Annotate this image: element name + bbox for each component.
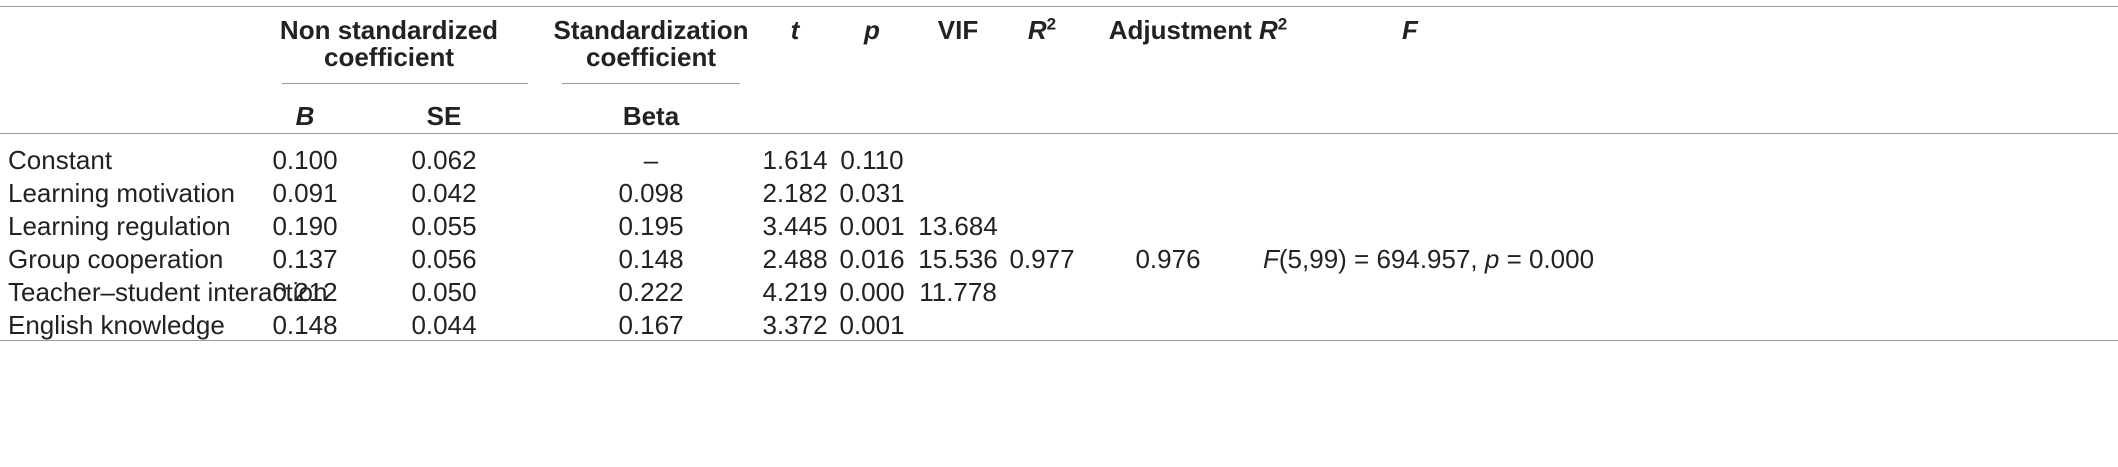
header-t: t	[790, 15, 800, 45]
cell-t: 2.488	[762, 244, 828, 274]
cell-t: 4.219	[762, 277, 828, 307]
cell-beta: 0.098	[618, 178, 684, 208]
cell-se: 0.042	[411, 178, 477, 208]
cell-adjusted-r2: 0.976	[1135, 244, 1201, 274]
f-rest: (5,99) = 694.957,	[1278, 244, 1485, 274]
cell-b: 0.100	[272, 145, 338, 175]
cell-vif: 11.778	[919, 277, 997, 307]
cell-se: 0.050	[411, 277, 477, 307]
cell-b: 0.091	[272, 178, 338, 208]
f-letter: F	[1263, 244, 1279, 274]
row-label: Learning regulation	[8, 211, 231, 241]
cell-p: 0.001	[839, 310, 905, 340]
cell-b: 0.212	[272, 277, 338, 307]
cell-p: 0.110	[840, 145, 904, 175]
cell-se: 0.044	[411, 310, 477, 340]
cell-p: 0.001	[839, 211, 905, 241]
p-rest: = 0.000	[1499, 244, 1595, 274]
cell-beta: –	[643, 145, 659, 175]
header-beta: Beta	[622, 101, 680, 131]
cell-beta: 0.148	[618, 244, 684, 274]
header-group-nonstandardized-line2: coefficient	[323, 42, 455, 72]
cell-b: 0.148	[272, 310, 338, 340]
header-adjustment-r-base: R	[1258, 15, 1278, 45]
header-group-nonstandardized-line1: Non standardized	[279, 15, 499, 45]
cell-t: 1.614	[762, 145, 828, 175]
cell-beta: 0.222	[618, 277, 684, 307]
cell-vif: 15.536	[918, 244, 998, 274]
group1-underline	[282, 83, 528, 84]
cell-p: 0.000	[839, 277, 905, 307]
row-label: Constant	[8, 145, 113, 175]
cell-p: 0.016	[839, 244, 905, 274]
header-r2-base: R	[1027, 15, 1047, 45]
row-label: English knowledge	[8, 310, 225, 340]
header-bottom-rule	[0, 133, 2118, 134]
p-letter: p	[1484, 244, 1500, 274]
cell-beta: 0.195	[618, 211, 684, 241]
header-adjustment-r2: Adjustment R2	[1108, 14, 1288, 45]
cell-beta: 0.167	[618, 310, 684, 340]
bottom-rule	[0, 340, 2118, 341]
cell-t: 3.372	[762, 310, 828, 340]
cell-se: 0.056	[411, 244, 477, 274]
cell-se: 0.055	[411, 211, 477, 241]
header-group-standardization-line2: coefficient	[585, 42, 717, 72]
header-f: F	[1402, 15, 1418, 45]
header-adjustment-r-sup: 2	[1277, 14, 1288, 34]
header-se: SE	[426, 101, 462, 131]
top-rule	[0, 6, 2118, 7]
cell-f-statistic: F(5,99) = 694.957, p = 0.000	[1263, 246, 1594, 272]
cell-r2: 0.977	[1009, 244, 1075, 274]
row-label: Learning motivation	[8, 178, 235, 208]
row-label: Teacher–student interaction	[8, 277, 328, 307]
cell-vif: 13.684	[918, 211, 998, 241]
cell-b: 0.190	[272, 211, 338, 241]
cell-b: 0.137	[272, 244, 338, 274]
header-r2: R2	[1027, 14, 1057, 45]
cell-p: 0.031	[839, 178, 905, 208]
header-vif: VIF	[937, 15, 979, 45]
row-label: Group cooperation	[8, 244, 224, 274]
cell-se: 0.062	[411, 145, 477, 175]
group2-underline	[562, 83, 740, 84]
cell-t: 2.182	[762, 178, 828, 208]
header-group-standardization-line1: Standardization	[553, 15, 749, 45]
header-p: p	[864, 15, 880, 45]
header-adjustment-prefix: Adjustment	[1108, 15, 1259, 45]
header-b: B	[295, 101, 315, 131]
cell-t: 3.445	[762, 211, 828, 241]
header-r2-sup: 2	[1046, 14, 1057, 34]
